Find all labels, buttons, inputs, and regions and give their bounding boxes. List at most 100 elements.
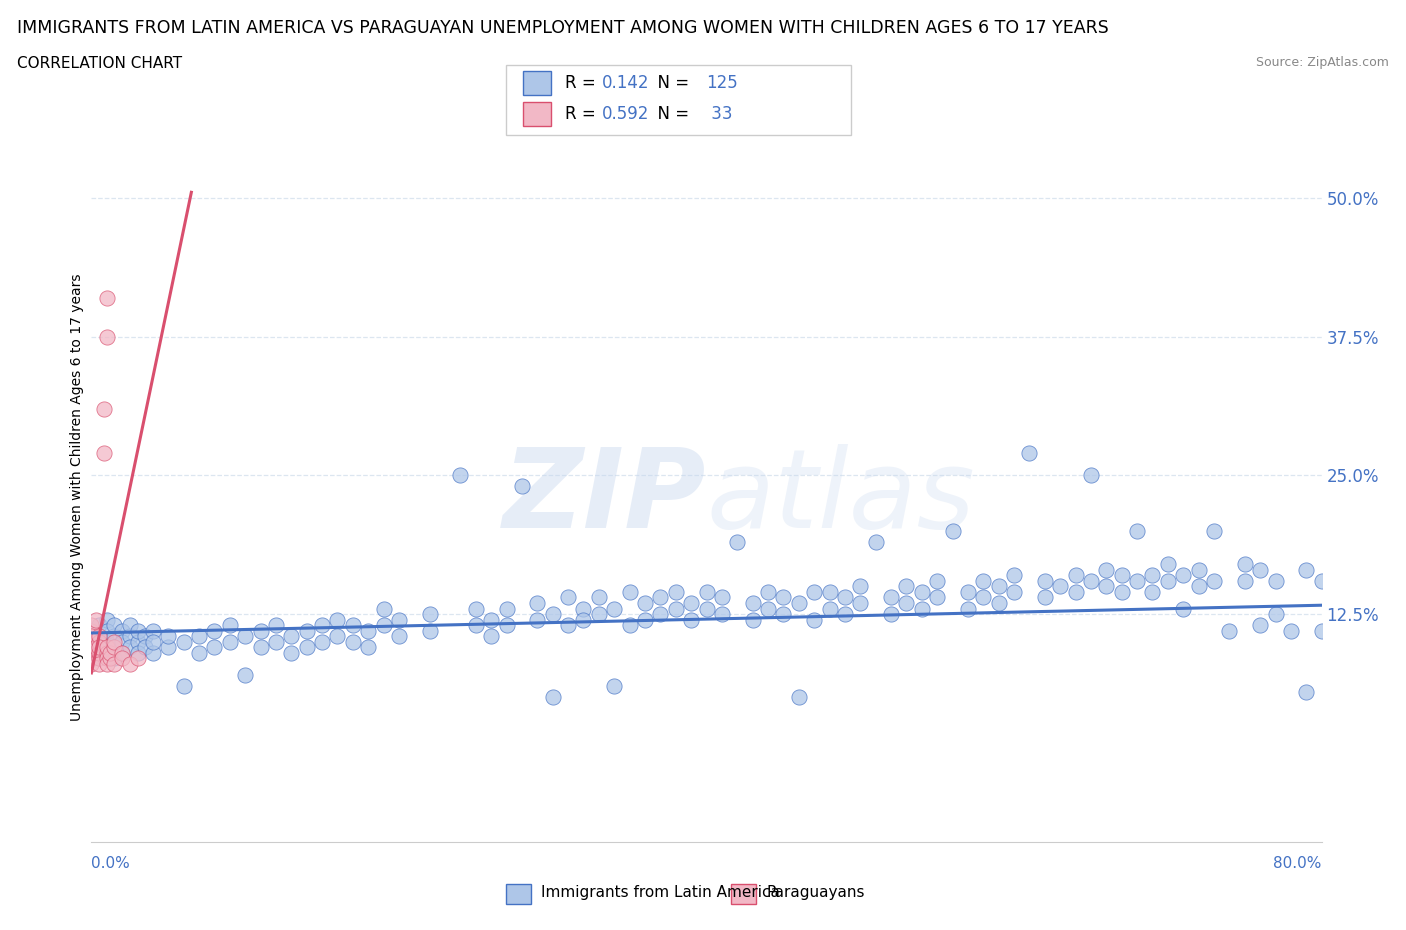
Text: 33: 33 — [706, 105, 733, 124]
Point — [1264, 574, 1286, 589]
Text: CORRELATION CHART: CORRELATION CHART — [17, 56, 181, 71]
Point — [157, 640, 180, 655]
Point — [419, 623, 441, 638]
Point — [665, 584, 688, 599]
Text: R =: R = — [565, 105, 602, 124]
Point — [1018, 445, 1040, 460]
Point — [619, 618, 641, 632]
Point — [1126, 524, 1149, 538]
Point — [880, 590, 903, 604]
Point — [526, 595, 548, 610]
Text: 0.142: 0.142 — [602, 74, 650, 92]
Point — [80, 657, 103, 671]
Point — [911, 601, 934, 616]
Point — [103, 640, 125, 655]
Point — [1173, 601, 1195, 616]
Point — [1157, 557, 1180, 572]
Point — [295, 623, 318, 638]
Point — [1310, 623, 1333, 638]
Text: atlas: atlas — [706, 444, 976, 551]
Point — [696, 601, 718, 616]
Point — [634, 595, 657, 610]
Text: N =: N = — [647, 105, 695, 124]
Point — [295, 640, 318, 655]
Point — [1218, 623, 1240, 638]
Point — [1002, 584, 1025, 599]
Point — [510, 479, 533, 494]
Point — [118, 618, 141, 632]
Point — [96, 623, 118, 638]
Point — [87, 640, 110, 655]
Point — [1249, 618, 1271, 632]
Point — [1142, 568, 1164, 583]
Point — [1233, 574, 1256, 589]
Point — [280, 629, 302, 644]
Point — [80, 618, 103, 632]
Point — [80, 634, 103, 649]
Point — [127, 623, 149, 638]
Point — [1279, 623, 1302, 638]
Point — [1157, 574, 1180, 589]
Point — [127, 634, 149, 649]
Point — [134, 629, 156, 644]
Point — [93, 402, 115, 417]
Point — [865, 535, 887, 550]
Point — [681, 612, 703, 627]
Point — [557, 590, 579, 604]
Point — [1202, 574, 1225, 589]
Text: IMMIGRANTS FROM LATIN AMERICA VS PARAGUAYAN UNEMPLOYMENT AMONG WOMEN WITH CHILDR: IMMIGRANTS FROM LATIN AMERICA VS PARAGUA… — [17, 19, 1108, 36]
Text: ZIP: ZIP — [503, 444, 706, 551]
Point — [1187, 578, 1209, 593]
Point — [803, 612, 825, 627]
Point — [927, 590, 949, 604]
Point — [557, 618, 579, 632]
Point — [280, 645, 302, 660]
Point — [972, 574, 994, 589]
Point — [87, 640, 110, 655]
Point — [1080, 574, 1102, 589]
Point — [388, 629, 411, 644]
Point — [710, 590, 733, 604]
Point — [1095, 563, 1118, 578]
Point — [87, 651, 110, 666]
Point — [541, 690, 564, 705]
Point — [188, 645, 211, 660]
Point — [495, 618, 517, 632]
Point — [479, 629, 502, 644]
Point — [987, 578, 1010, 593]
Point — [1310, 574, 1333, 589]
Point — [96, 329, 118, 344]
Point — [118, 657, 141, 671]
Point — [311, 634, 333, 649]
Point — [326, 629, 349, 644]
Point — [96, 645, 118, 660]
Point — [710, 606, 733, 621]
Point — [96, 645, 118, 660]
Point — [80, 623, 103, 638]
Point — [111, 623, 134, 638]
Text: 0.592: 0.592 — [602, 105, 650, 124]
Point — [572, 612, 595, 627]
Point — [956, 584, 979, 599]
Point — [803, 584, 825, 599]
Point — [787, 690, 810, 705]
Point — [526, 612, 548, 627]
Point — [80, 629, 103, 644]
Point — [202, 640, 225, 655]
Point — [80, 640, 103, 655]
Point — [1095, 578, 1118, 593]
Point — [741, 612, 763, 627]
Point — [987, 595, 1010, 610]
Point — [495, 601, 517, 616]
Y-axis label: Unemployment Among Women with Children Ages 6 to 17 years: Unemployment Among Women with Children A… — [70, 273, 84, 722]
Point — [665, 601, 688, 616]
Point — [741, 595, 763, 610]
Point — [188, 629, 211, 644]
Point — [342, 634, 364, 649]
Point — [96, 651, 118, 666]
Point — [772, 590, 794, 604]
Point — [756, 601, 779, 616]
Point — [103, 657, 125, 671]
Point — [142, 645, 165, 660]
Point — [1264, 606, 1286, 621]
